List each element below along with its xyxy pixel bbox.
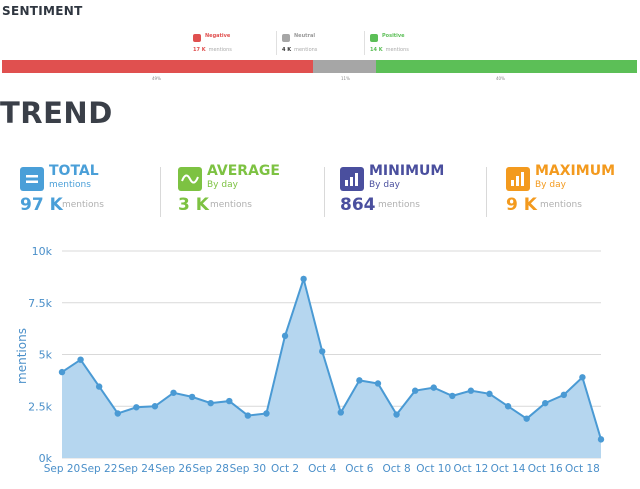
negative-icon <box>193 34 201 42</box>
data-point <box>523 415 530 422</box>
x-tick-label: Oct 14 <box>491 463 526 475</box>
x-tick-label: Sep 30 <box>230 463 267 475</box>
y-tick-label: 7.5k <box>28 297 52 310</box>
y-axis-label: mentions <box>15 328 29 384</box>
data-point <box>560 391 568 399</box>
x-tick-label: Sep 28 <box>192 463 229 475</box>
x-axis: Sep 20 Sep 22 Sep 24 Sep 26 Sep 28 Sep 30 Oct … <box>44 463 600 475</box>
stat-name: TOTAL <box>49 163 99 179</box>
x-tick-label: Oct 18 <box>565 463 600 475</box>
data-point <box>597 436 605 443</box>
maximum-icon <box>506 167 530 191</box>
data-point <box>226 397 233 405</box>
sentiment-bar-positive[interactable] <box>376 60 637 73</box>
trend-title: TREND <box>0 96 113 130</box>
x-tick-label: Sep 20 <box>44 463 81 475</box>
average-icon <box>178 167 202 191</box>
y-tick-label: 10k <box>32 245 53 258</box>
stat-sub: By day <box>535 180 566 190</box>
sentiment-title: SENTIMENT <box>2 4 83 18</box>
data-point <box>300 275 307 283</box>
stat-unit: mentions <box>62 200 104 210</box>
data-point <box>374 380 382 387</box>
legend-divider <box>276 31 277 55</box>
sentiment-bar-negative[interactable] <box>2 60 313 73</box>
data-point <box>133 404 140 411</box>
legend-label: Negative <box>205 33 231 39</box>
stat-value: 9 K <box>506 195 537 215</box>
data-point <box>207 399 214 407</box>
data-point <box>244 412 252 419</box>
stat-sub: mentions <box>49 180 91 190</box>
y-tick-label: 2.5k <box>28 400 52 413</box>
data-point <box>486 390 493 398</box>
minimum-icon <box>340 167 364 191</box>
legend-label: Neutral <box>294 33 316 39</box>
data-point <box>467 387 475 394</box>
data-point <box>430 384 437 391</box>
stat-name: MINIMUM <box>369 163 445 179</box>
data-point <box>579 374 586 381</box>
positive-icon <box>370 34 378 42</box>
x-tick-label: Sep 26 <box>155 463 192 475</box>
data-point <box>411 387 419 394</box>
stat-value: 3 K <box>178 195 209 215</box>
x-tick-label: Oct 8 <box>382 463 410 475</box>
x-tick-label: Oct 4 <box>308 463 336 475</box>
data-point <box>449 392 456 400</box>
y-tick-label: 5k <box>39 349 53 362</box>
percent-label-neutral: 11% <box>341 76 350 81</box>
x-tick-label: Oct 10 <box>416 463 451 475</box>
data-point <box>114 410 121 417</box>
data-point <box>58 368 66 376</box>
percent-label-negative: 49% <box>152 76 161 81</box>
neutral-icon <box>282 34 290 42</box>
x-tick-label: Sep 22 <box>81 463 118 475</box>
y-tick-label: 0k <box>39 452 53 465</box>
stat-unit: mentions <box>378 200 420 210</box>
x-tick-label: Oct 16 <box>528 463 563 475</box>
total-icon <box>20 167 44 191</box>
legend-label: Positive <box>382 33 405 39</box>
area-fill <box>62 278 601 458</box>
data-point <box>281 332 289 340</box>
data-point <box>542 399 549 407</box>
stat-unit: mentions <box>540 200 582 210</box>
data-point <box>337 409 344 416</box>
sentiment-bar-neutral[interactable] <box>313 60 376 73</box>
x-tick-label: Sep 24 <box>118 463 155 475</box>
stat-divider <box>160 167 161 217</box>
data-point <box>95 383 103 390</box>
data-points <box>58 275 605 443</box>
stat-name: AVERAGE <box>207 163 280 179</box>
data-point <box>356 377 363 384</box>
data-point <box>504 403 512 410</box>
stat-unit: mentions <box>210 200 252 210</box>
x-tick-label: Oct 6 <box>345 463 373 475</box>
stat-sub: By day <box>369 180 400 190</box>
percent-label-positive: 40% <box>496 76 505 81</box>
data-point <box>393 411 400 418</box>
stat-value: 97 K <box>20 195 63 215</box>
y-axis: 0k 2.5k 5k 7.5k 10k <box>28 245 52 465</box>
data-point <box>263 410 270 417</box>
stat-divider <box>486 167 487 217</box>
stat-name: MAXIMUM <box>535 163 616 179</box>
data-point <box>170 389 177 396</box>
data-point <box>188 393 196 401</box>
data-point <box>319 348 326 355</box>
data-point <box>77 356 84 363</box>
data-point <box>151 403 159 410</box>
stat-sub: By day <box>207 180 238 190</box>
x-tick-label: Oct 2 <box>271 463 299 475</box>
legend-divider <box>364 31 365 55</box>
stat-value: 864 <box>340 195 376 215</box>
x-tick-label: Oct 12 <box>453 463 488 475</box>
stat-divider <box>324 167 325 217</box>
